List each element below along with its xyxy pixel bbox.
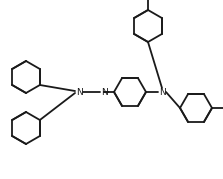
- Text: N: N: [101, 88, 107, 96]
- Text: N: N: [76, 88, 82, 96]
- Text: N: N: [159, 88, 165, 96]
